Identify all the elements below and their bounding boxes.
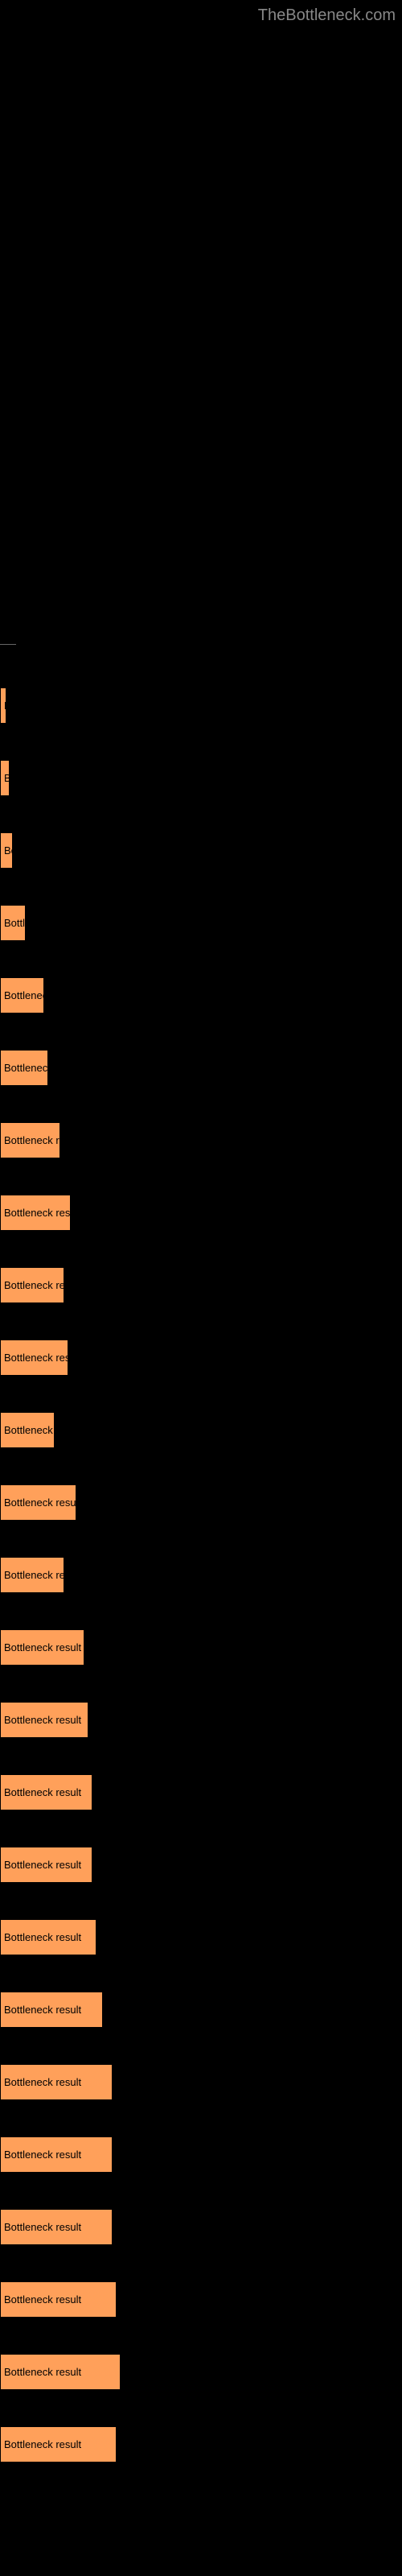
bar: Bottleneck result	[0, 2064, 113, 2100]
bar: Bottleneck result	[0, 1412, 55, 1448]
bar-row: Bottleneck result	[0, 2206, 402, 2278]
bar: Bottleneck result	[0, 1992, 103, 2028]
bar-row: Bottleneck result	[0, 1264, 402, 1336]
bar: Bottleneck result	[0, 1847, 92, 1883]
bar: Bottleneck result	[0, 1267, 64, 1303]
bar: Bottleneck result	[0, 1774, 92, 1810]
bar-row: Bottleneck result	[0, 1554, 402, 1626]
bar: Bottleneck result	[0, 905, 26, 941]
bar-row: Bottleneck result	[0, 757, 402, 829]
bar-row: Bottleneck result	[0, 1481, 402, 1554]
bar: Bottleneck result	[0, 1629, 84, 1666]
bar: Bottleneck result	[0, 1557, 64, 1593]
bar-row: Bottleneck result	[0, 902, 402, 974]
bar: Bottleneck result	[0, 832, 13, 869]
bar-row: Bottleneck result	[0, 1771, 402, 1843]
bar-row: Bottleneck result	[0, 1336, 402, 1409]
bar: Bottleneck result	[0, 2209, 113, 2245]
bar: Bottleneck result	[0, 1122, 60, 1158]
bar: Bottleneck result	[0, 687, 6, 724]
bar-row: Bottleneck result	[0, 1191, 402, 1264]
axis-line	[0, 644, 16, 645]
bar: Bottleneck result	[0, 2426, 117, 2462]
bar-row: Bottleneck result	[0, 2423, 402, 2496]
bar-row: Bottleneck result	[0, 684, 402, 757]
bar-row: Bottleneck result	[0, 1046, 402, 1119]
bar: Bottleneck result	[0, 1195, 71, 1231]
chart-container: Bottleneck result Bottleneck result Bottle…	[0, 0, 402, 2576]
bar: Bottleneck result	[0, 1340, 68, 1376]
bar-row: Bottleneck result	[0, 1409, 402, 1481]
bar-row: Bottleneck result	[0, 2351, 402, 2423]
bar-row: Bottleneck result	[0, 974, 402, 1046]
bar-row: Bottleneck result	[0, 1626, 402, 1699]
bar: Bottleneck result	[0, 1702, 88, 1738]
bar: Bottleneck result	[0, 2281, 117, 2318]
bar-row: Bottleneck result	[0, 1843, 402, 1916]
bar-row: Bottleneck result	[0, 2133, 402, 2206]
bar: Bottleneck result	[0, 2136, 113, 2173]
bar: Bottleneck result	[0, 1919, 96, 1955]
bar: Bottleneck result	[0, 760, 10, 796]
bar-row: Bottleneck result	[0, 1988, 402, 2061]
bar-row: Bottleneck result	[0, 1916, 402, 1988]
bar: Bottleneck result	[0, 1050, 48, 1086]
bar-row: Bottleneck result	[0, 2061, 402, 2133]
bar-row: Bottleneck result	[0, 829, 402, 902]
bar-row: Bottleneck result	[0, 2278, 402, 2351]
bar: Bottleneck result	[0, 2354, 121, 2390]
bar-row: Bottleneck result	[0, 1699, 402, 1771]
bar: Bottleneck result	[0, 1484, 76, 1521]
bar: Bottleneck result	[0, 977, 44, 1013]
bar-row: Bottleneck result	[0, 1119, 402, 1191]
